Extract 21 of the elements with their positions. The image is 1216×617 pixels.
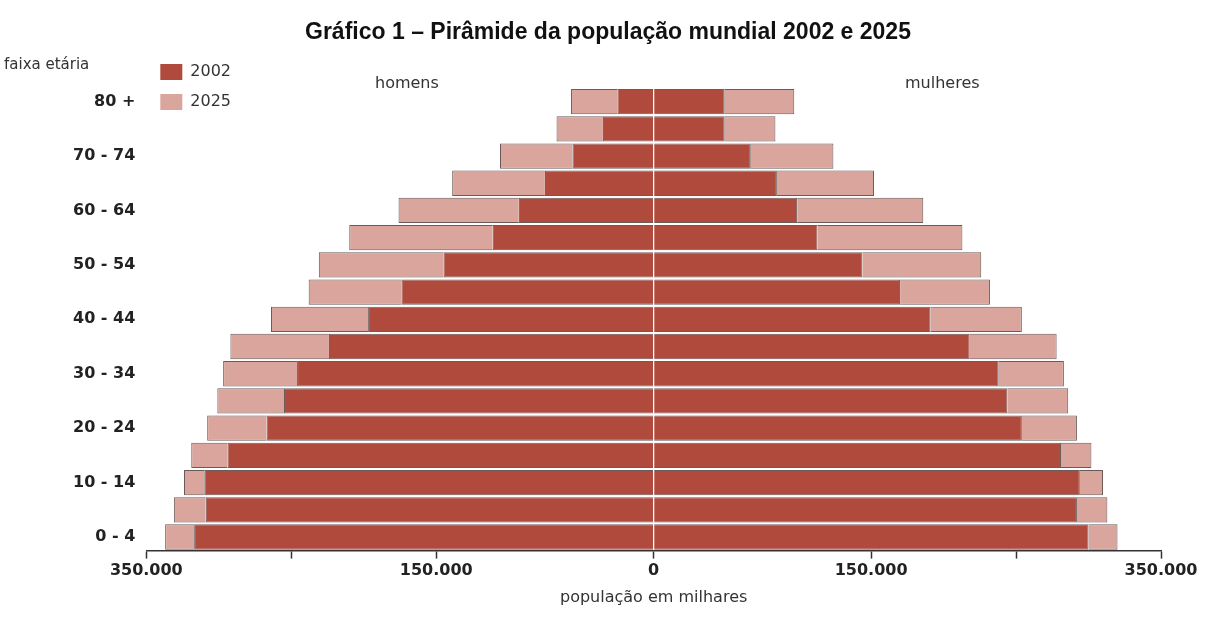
y-tick-label: 10 - 14 bbox=[73, 471, 136, 491]
annotation: homens bbox=[375, 73, 439, 92]
y-tick-label: 50 - 54 bbox=[73, 254, 136, 274]
x-tick-label: 350.000 bbox=[109, 560, 183, 580]
y-tick-label: 30 - 34 bbox=[73, 362, 136, 382]
y-axis-title: faixa etária bbox=[4, 55, 90, 73]
legend-label: 2002 bbox=[190, 61, 232, 81]
x-tick-label: 350.000 bbox=[1124, 560, 1198, 580]
annotation: mulheres bbox=[905, 73, 980, 92]
x-tick-label: 0 bbox=[648, 560, 660, 580]
x-axis-title: população em milhares bbox=[560, 586, 748, 606]
y-tick-label: 70 - 74 bbox=[73, 145, 136, 165]
x-tick-label: 150.000 bbox=[834, 560, 908, 580]
y-tick-label: 20 - 24 bbox=[73, 417, 136, 437]
y-tick-label: 0 - 4 bbox=[95, 526, 136, 546]
x-tick-label: 150.000 bbox=[399, 560, 473, 580]
y-tick-label: 80 + bbox=[94, 90, 136, 110]
y-tick-label: 40 - 44 bbox=[73, 308, 136, 328]
chart-title: Gráfico 1 – Pirâmide da população mundial 2002 e 2025 bbox=[304, 18, 912, 45]
legend-label: 2025 bbox=[190, 91, 232, 111]
y-tick-label: 60 - 64 bbox=[73, 199, 136, 219]
